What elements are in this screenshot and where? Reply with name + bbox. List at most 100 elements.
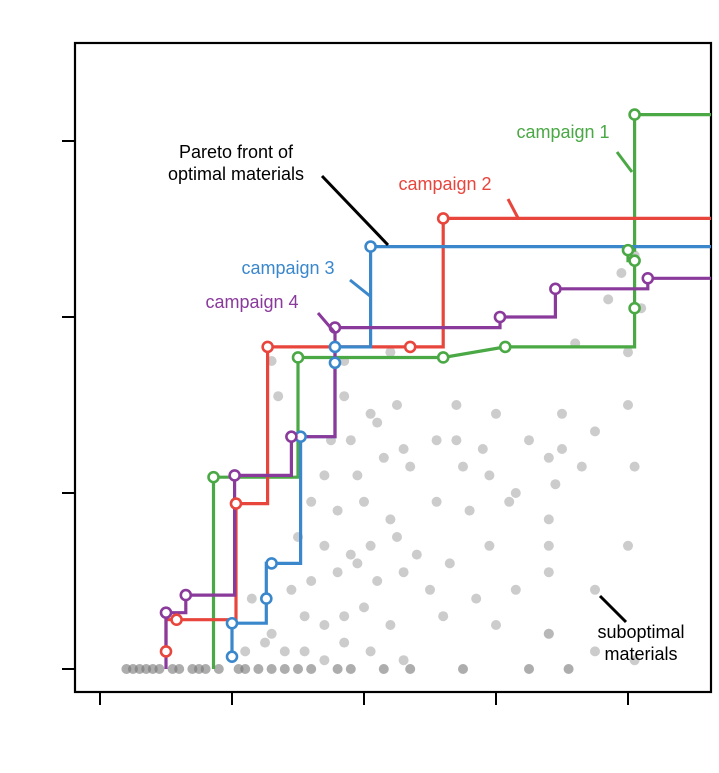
scatter-point bbox=[279, 664, 290, 674]
scatter-point bbox=[405, 664, 416, 674]
scatter-point bbox=[444, 558, 455, 569]
scatter-point bbox=[385, 620, 396, 630]
scatter-point bbox=[385, 347, 396, 358]
scatter-point bbox=[372, 576, 383, 586]
annotation-leader-2 bbox=[615, 151, 634, 173]
scatter-point bbox=[484, 470, 495, 481]
scatter-points bbox=[121, 250, 647, 674]
scatter-point bbox=[345, 435, 356, 446]
series-marker-3 bbox=[225, 650, 239, 663]
scatter-point bbox=[319, 470, 330, 481]
scatter-point bbox=[319, 540, 330, 551]
series-marker-2 bbox=[436, 212, 450, 225]
scatter-point bbox=[286, 584, 297, 595]
scatter-point bbox=[299, 611, 310, 622]
series-marker-3 bbox=[265, 557, 278, 570]
annotation-label-2: campaign 1 bbox=[516, 122, 609, 142]
scatter-point bbox=[332, 664, 343, 674]
annotation-label-4: campaign 3 bbox=[241, 258, 334, 278]
scatter-point bbox=[253, 664, 264, 674]
scatter-point bbox=[240, 646, 251, 657]
scatter-point bbox=[200, 664, 211, 674]
scatter-point bbox=[431, 435, 442, 446]
scatter-point bbox=[623, 540, 633, 551]
scatter-point bbox=[306, 576, 317, 586]
axis-ticks bbox=[62, 140, 629, 705]
scatter-point bbox=[576, 461, 587, 472]
series-marker-1 bbox=[498, 340, 512, 354]
series-marker-4 bbox=[285, 430, 298, 443]
scatter-point bbox=[557, 444, 567, 454]
scatter-point bbox=[458, 664, 468, 674]
scatter-point bbox=[504, 496, 515, 507]
scatter-point bbox=[260, 637, 270, 648]
scatter-point bbox=[359, 496, 369, 507]
plot-frame bbox=[73, 41, 713, 694]
series-marker-2 bbox=[159, 645, 173, 658]
series-marker-2 bbox=[170, 613, 183, 627]
annotation-label-1: Pareto front of optimal materials bbox=[168, 142, 304, 184]
scatter-point bbox=[352, 558, 363, 569]
series-marker-3 bbox=[328, 340, 342, 354]
scatter-point bbox=[438, 611, 449, 622]
series-marker-1 bbox=[207, 470, 220, 484]
scatter-point bbox=[279, 646, 290, 657]
scatter-point bbox=[623, 347, 633, 358]
annotations: Pareto front of optimal materials campaign… bbox=[168, 122, 685, 664]
scatter-point bbox=[372, 417, 383, 428]
series-lines bbox=[164, 113, 711, 669]
series-marker-4 bbox=[159, 606, 173, 619]
scatter-point bbox=[339, 637, 350, 648]
scatter-point bbox=[339, 391, 350, 402]
scatter-point bbox=[411, 549, 422, 560]
scatter-point bbox=[365, 646, 376, 657]
series-marker-4 bbox=[549, 282, 562, 296]
series-marker-3 bbox=[364, 240, 377, 253]
scatter-point bbox=[154, 664, 165, 674]
series-marker-1 bbox=[628, 108, 641, 121]
scatter-point bbox=[174, 664, 185, 674]
scatter-point bbox=[464, 505, 475, 516]
scatter-point bbox=[398, 444, 409, 454]
scatter-point bbox=[543, 628, 554, 639]
scatter-point bbox=[405, 461, 416, 472]
series-marker-1 bbox=[628, 254, 641, 267]
scatter-point bbox=[550, 479, 561, 490]
scatter-point bbox=[392, 400, 402, 410]
scatter-point bbox=[365, 540, 376, 551]
scatter-point bbox=[477, 444, 488, 454]
series-marker-3 bbox=[225, 616, 239, 630]
series-marker-4 bbox=[641, 271, 655, 285]
scatter-point bbox=[359, 602, 369, 613]
scatter-point bbox=[385, 514, 396, 525]
scatter-point bbox=[293, 664, 303, 674]
series-marker-3 bbox=[260, 592, 273, 605]
annotation-leader-5 bbox=[316, 312, 338, 335]
series-marker-1 bbox=[436, 351, 450, 364]
scatter-point bbox=[365, 408, 376, 419]
series-marker-4 bbox=[228, 469, 241, 482]
scatter-point bbox=[510, 488, 521, 498]
scatter-point bbox=[484, 540, 495, 551]
scatter-point bbox=[458, 461, 468, 472]
scatter-point bbox=[425, 584, 435, 595]
scatter-point bbox=[266, 628, 277, 639]
series-marker-1 bbox=[621, 243, 635, 257]
scatter-point bbox=[543, 540, 554, 551]
series-line-2 bbox=[164, 216, 711, 652]
scatter-point bbox=[491, 620, 501, 630]
scatter-point bbox=[431, 496, 442, 507]
scatter-point bbox=[352, 470, 363, 481]
scatter-point bbox=[629, 655, 640, 666]
series-marker-1 bbox=[291, 351, 305, 364]
scatter-point bbox=[590, 646, 600, 657]
scatter-point bbox=[524, 664, 534, 674]
scatter-point bbox=[557, 408, 567, 419]
scatter-point bbox=[510, 584, 521, 595]
series-marker-2 bbox=[261, 340, 274, 354]
scatter-point bbox=[451, 400, 462, 410]
scatter-point bbox=[590, 584, 600, 595]
scatter-point bbox=[543, 567, 554, 578]
scatter-point bbox=[603, 294, 614, 305]
